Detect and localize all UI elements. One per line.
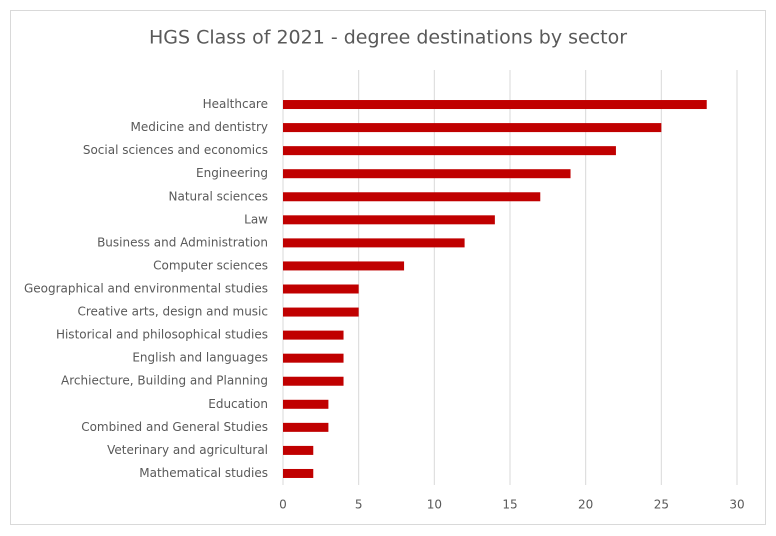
x-tick-label: 15	[502, 498, 517, 512]
bar	[283, 422, 329, 432]
x-tick-label: 10	[427, 498, 442, 512]
bar	[283, 146, 616, 156]
bar	[283, 215, 495, 225]
bar	[283, 353, 344, 363]
bar	[283, 284, 359, 294]
chart-title: HGS Class of 2021 - degree destinations …	[149, 27, 627, 49]
bar	[283, 468, 314, 478]
bar	[283, 100, 707, 110]
x-tick-label: 25	[654, 498, 669, 512]
bar	[283, 169, 571, 179]
y-tick-label: Geographical and environmental studies	[24, 282, 268, 296]
bar	[283, 376, 344, 386]
bar	[283, 261, 405, 271]
y-tick-label: Social sciences and economics	[83, 143, 268, 157]
y-tick-label: Mathematical studies	[139, 466, 268, 480]
y-tick-label: Historical and philosophical studies	[56, 328, 268, 342]
y-tick-label: Education	[208, 397, 268, 411]
y-tick-label: Veterinary and agricultural	[107, 443, 268, 457]
bar	[283, 445, 314, 455]
y-tick-label: English and languages	[132, 351, 268, 365]
x-tick-label: 20	[578, 498, 593, 512]
y-tick-label: Computer sciences	[153, 258, 268, 272]
y-tick-label: Medicine and dentistry	[131, 120, 268, 134]
y-tick-label: Business and Administration	[97, 235, 268, 249]
bar	[283, 307, 359, 317]
bar	[283, 123, 662, 133]
y-tick-label: Combined and General Studies	[81, 420, 268, 434]
y-tick-label: Natural sciences	[169, 189, 268, 203]
bar	[283, 192, 541, 202]
bar	[283, 330, 344, 340]
x-tick-label: 30	[729, 498, 744, 512]
y-tick-label: Archiecture, Building and Planning	[61, 374, 268, 388]
bar	[283, 238, 465, 248]
y-tick-label: Law	[244, 212, 268, 226]
x-tick-label: 5	[355, 498, 363, 512]
bar	[283, 399, 329, 409]
y-tick-label: Creative arts, design and music	[78, 305, 269, 319]
x-tick-label: 0	[279, 498, 287, 512]
y-tick-label: Healthcare	[203, 97, 268, 111]
y-tick-label: Engineering	[196, 166, 268, 180]
